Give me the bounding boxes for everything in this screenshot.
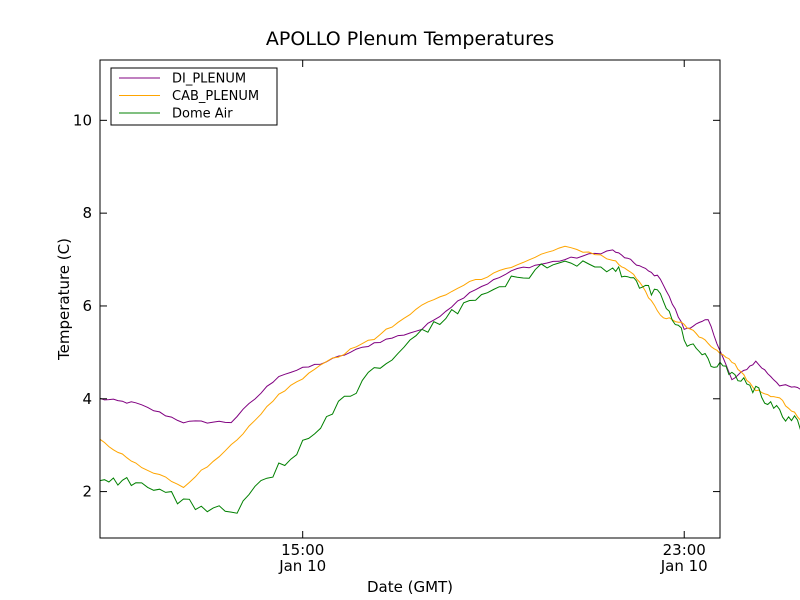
y-tick-label: 6 xyxy=(82,297,92,315)
y-axis-label: Temperature (C) xyxy=(55,238,73,361)
x-tick-label-date: Jan 10 xyxy=(278,557,326,575)
legend-label-cab-plenum: CAB_PLENUM xyxy=(172,89,259,104)
legend-label-di-plenum: DI_PLENUM xyxy=(172,72,246,87)
y-tick-label: 10 xyxy=(73,111,92,129)
chart-title: APOLLO Plenum Temperatures xyxy=(266,28,554,50)
series-line-dome-air xyxy=(99,260,800,514)
y-tick-label: 8 xyxy=(82,204,92,222)
y-tick-label: 4 xyxy=(82,390,92,408)
x-axis-label: Date (GMT) xyxy=(367,578,453,596)
x-tick-label-time: 23:00 xyxy=(663,541,706,559)
x-tick-label-time: 15:00 xyxy=(281,541,324,559)
plot-frame xyxy=(99,59,721,539)
legend-label-dome-air: Dome Air xyxy=(172,107,233,122)
x-tick-label-date: Jan 10 xyxy=(660,557,708,575)
y-axis: 2 4 6 8 10 xyxy=(73,111,720,501)
series-line-cab-plenum xyxy=(99,245,800,489)
legend: DI_PLENUM CAB_PLENUM Dome Air xyxy=(110,67,278,126)
series-line-di-plenum xyxy=(99,249,800,424)
series-layer xyxy=(99,245,800,514)
y-tick-label: 2 xyxy=(82,483,92,501)
